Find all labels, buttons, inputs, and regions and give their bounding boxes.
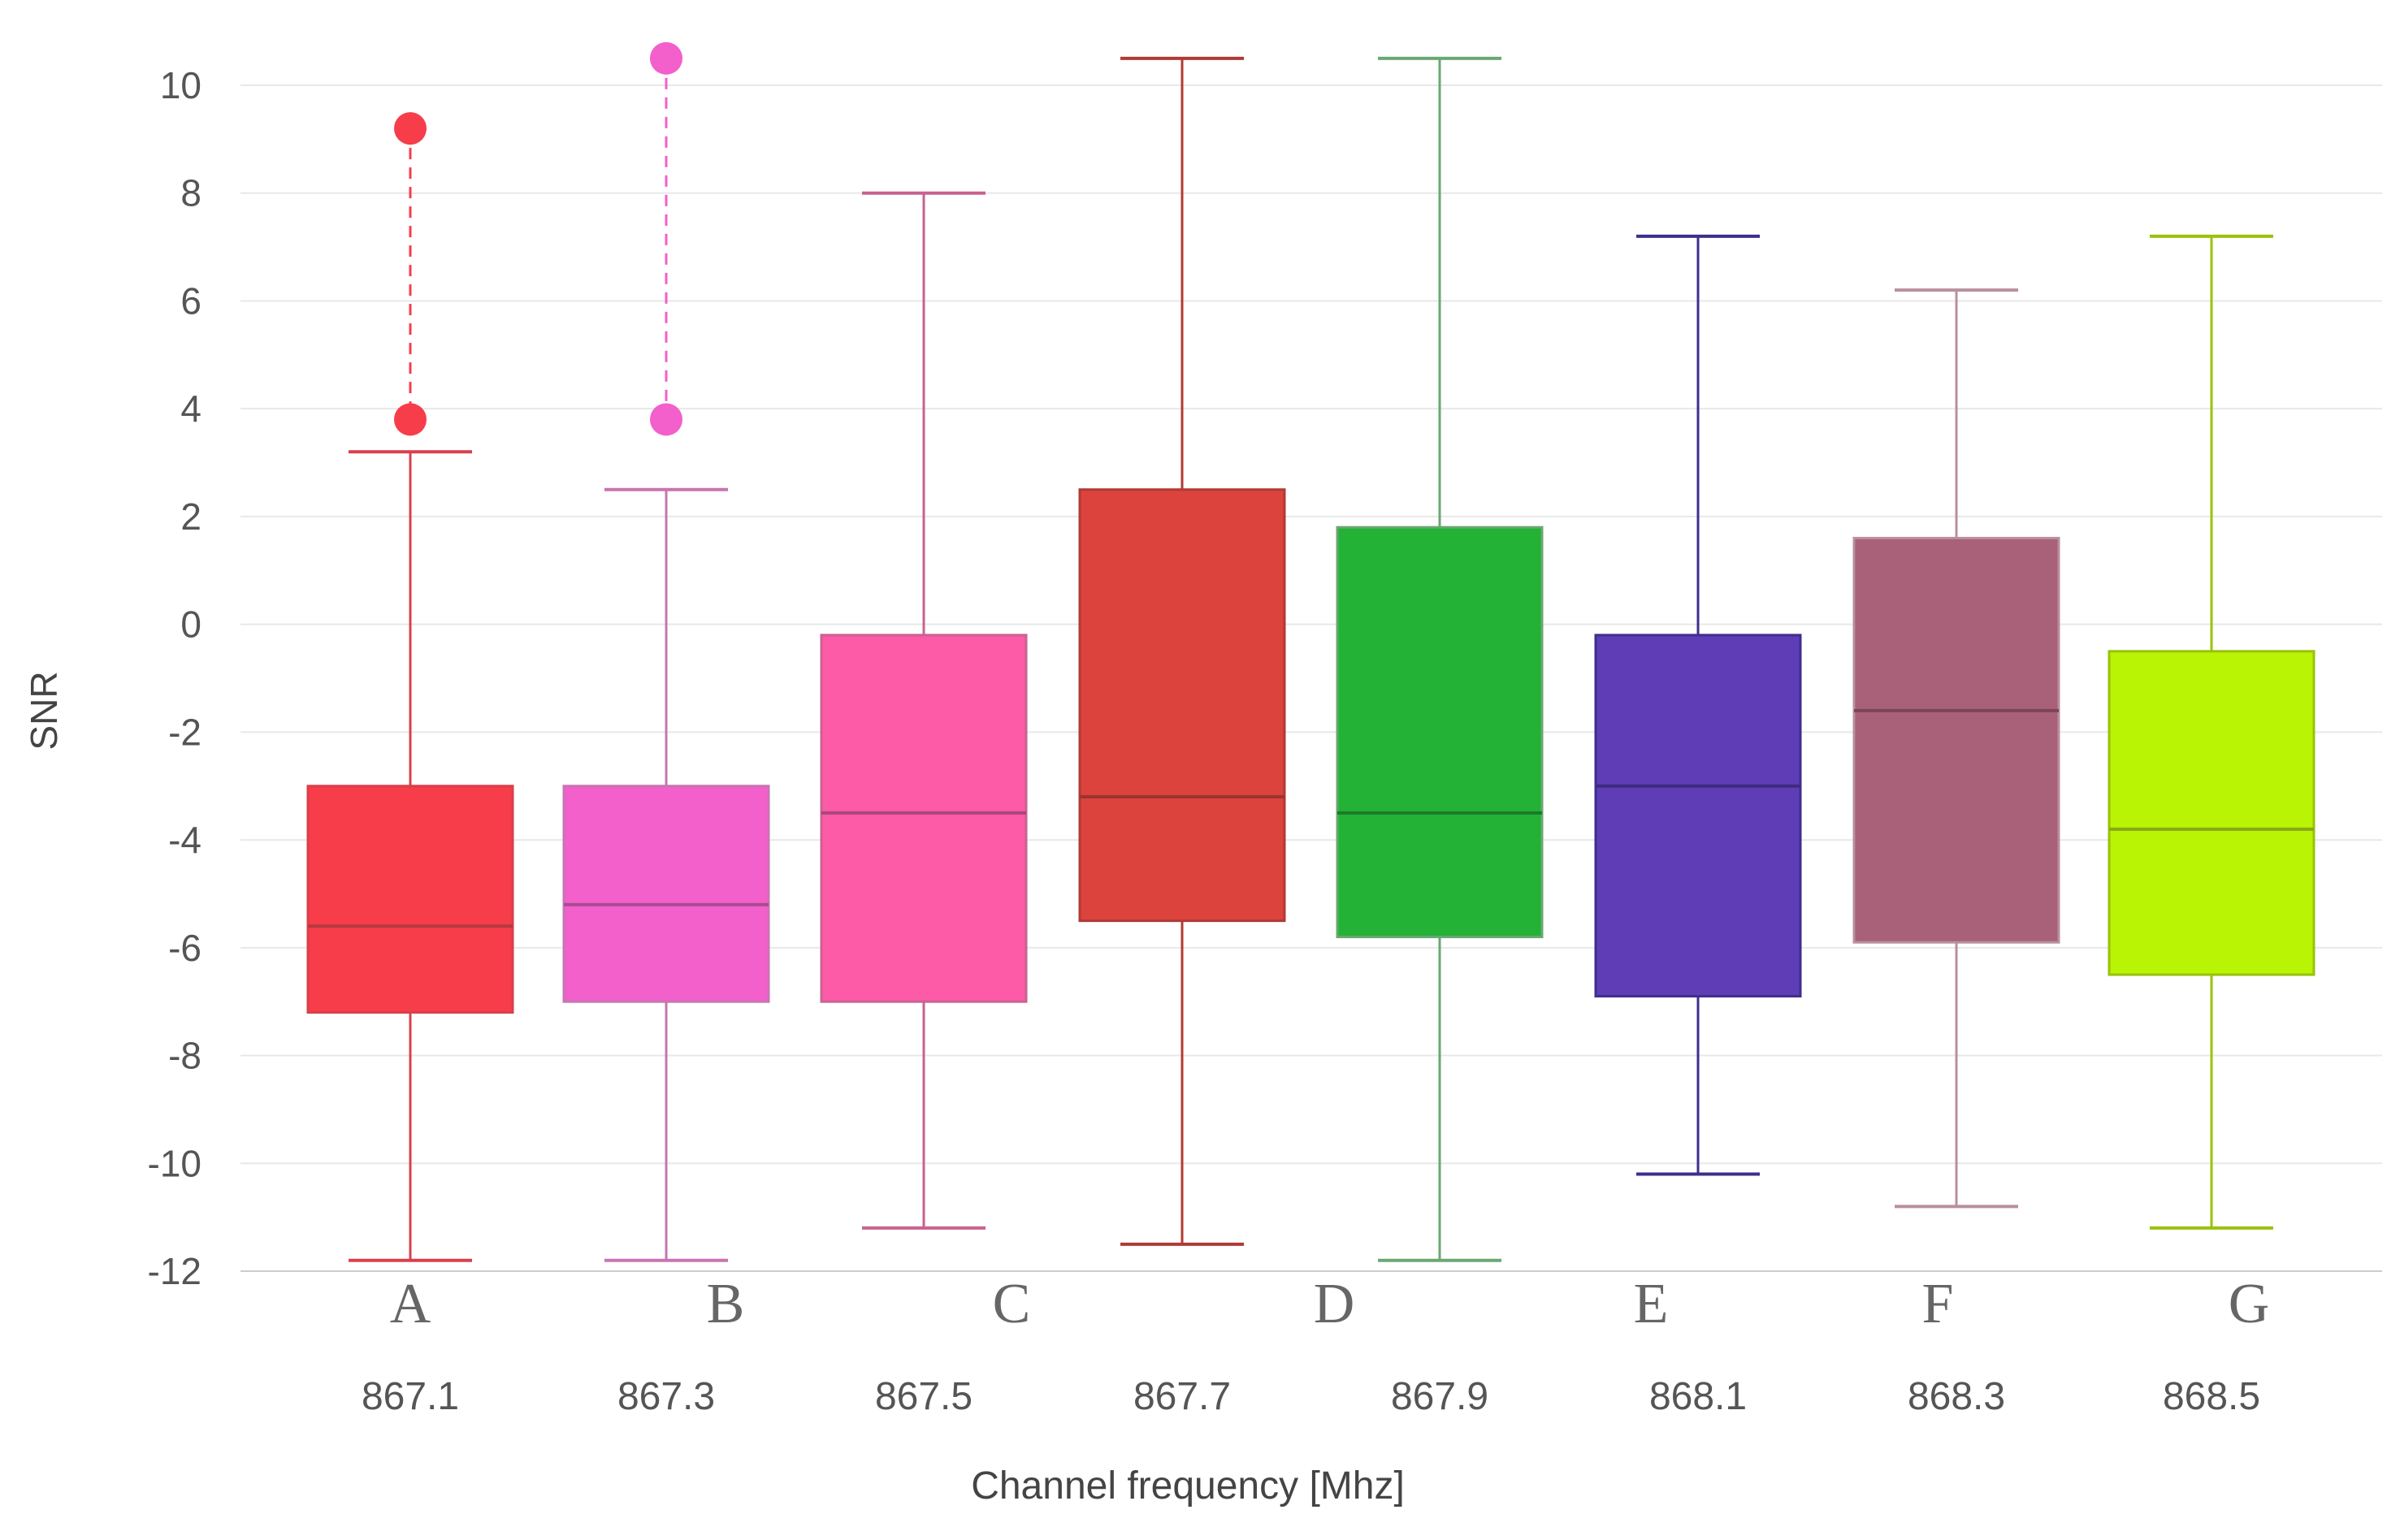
- grid-lines: [240, 84, 2382, 1165]
- y-tick-label: -6: [168, 927, 201, 969]
- category-letters: A B C D E F G: [390, 1273, 2270, 1335]
- outlier-point-high: [394, 112, 427, 145]
- x-tick-label: 868.5: [2163, 1375, 2260, 1418]
- box-867.9: [1336, 56, 1544, 1262]
- box-867.3: [562, 41, 770, 1262]
- y-tick-label: 6: [180, 279, 201, 322]
- x-axis-label: Channel frequency [Mhz]: [971, 1464, 1405, 1508]
- category-letter: F: [1922, 1273, 1954, 1335]
- x-tick-label: 867.3: [617, 1375, 715, 1418]
- y-tick-label: 8: [180, 172, 201, 214]
- x-tick-label: 867.7: [1133, 1375, 1231, 1418]
- box-868.5: [2108, 234, 2316, 1230]
- category-letter: C: [993, 1273, 1031, 1335]
- x-tick-label: 867.1: [362, 1375, 459, 1418]
- x-tick-label: 868.1: [1649, 1375, 1747, 1418]
- box-body: [1594, 634, 1802, 998]
- category-letter: B: [707, 1273, 745, 1335]
- category-letter: G: [2229, 1273, 2270, 1335]
- y-tick-label: 2: [180, 495, 201, 538]
- y-tick-label: -8: [168, 1035, 201, 1077]
- category-letter: D: [1314, 1273, 1355, 1335]
- outlier-point-low: [394, 403, 427, 436]
- box-body: [1078, 488, 1286, 923]
- x-tick-label: 867.9: [1391, 1375, 1488, 1418]
- box-868.3: [1852, 288, 2060, 1209]
- y-tick-label: 10: [160, 64, 201, 106]
- box-body: [2108, 650, 2316, 976]
- box-body: [1852, 536, 2060, 944]
- category-letter: E: [1634, 1273, 1669, 1335]
- box-867.1: [306, 112, 514, 1262]
- y-tick-label: 0: [180, 603, 201, 646]
- box-867.5: [820, 191, 1028, 1230]
- box-body: [820, 634, 1028, 1003]
- x-tick-label: 868.3: [1908, 1375, 2005, 1418]
- y-tick-label: -10: [148, 1142, 201, 1184]
- x-tick-labels: 867.1 867.3 867.5 867.7 867.9 868.1 868.3 868.5: [362, 1375, 2260, 1418]
- box-series: [306, 41, 2316, 1262]
- y-axis-label: SNR: [23, 671, 65, 750]
- y-tick-label: -4: [168, 819, 201, 861]
- outlier-point-high: [650, 41, 682, 75]
- box-body: [1336, 526, 1544, 939]
- box-867.7: [1078, 56, 1286, 1246]
- x-tick-label: 867.5: [875, 1375, 973, 1418]
- outlier-point-low: [650, 403, 682, 436]
- y-tick-label: -2: [168, 711, 201, 753]
- y-tick-label: -12: [148, 1250, 201, 1292]
- box-body: [562, 785, 770, 1003]
- y-tick-labels: 10 8 6 4 2 0 -2 -4 -6 -8 -10 -12: [148, 64, 201, 1292]
- category-letter: A: [390, 1273, 431, 1335]
- y-tick-label: 4: [180, 387, 201, 430]
- box-body: [306, 785, 514, 1014]
- box-868.1: [1594, 234, 1802, 1176]
